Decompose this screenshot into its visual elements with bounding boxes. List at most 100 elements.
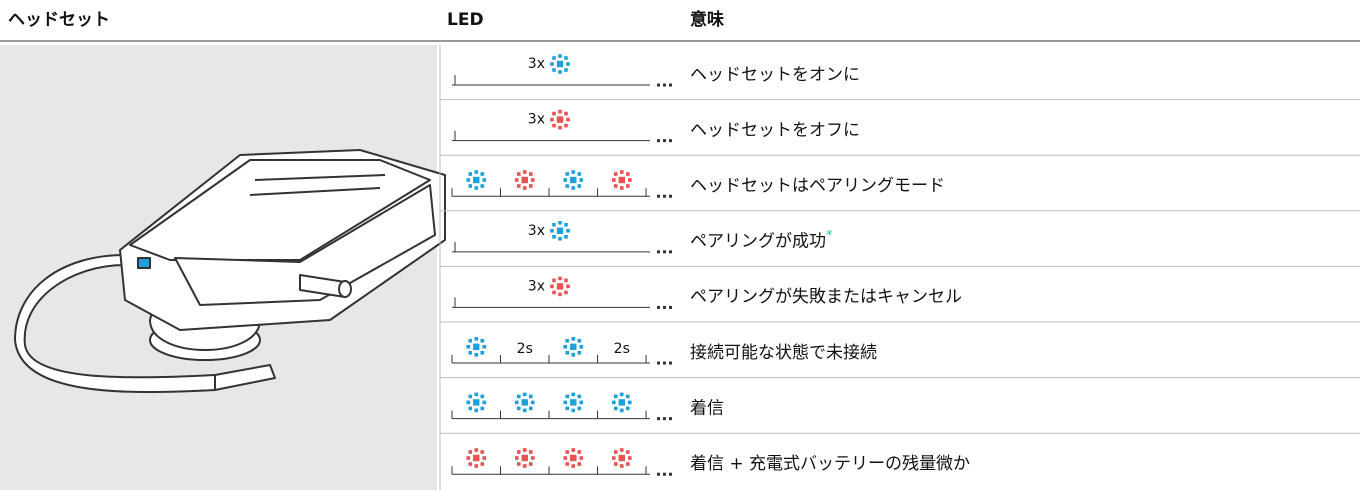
led-ray [566,117,570,122]
led-ray [550,62,554,66]
led-ray [563,178,568,182]
led-ray [530,178,535,182]
led-ray [556,227,564,234]
led-ray [468,450,473,454]
led-ray [625,406,630,411]
led-ray [613,450,618,454]
led-icon [550,109,570,130]
led-icon [466,170,487,190]
led-ray [613,406,618,411]
led-ray [550,117,554,122]
led-ray [482,456,487,460]
led-ray [613,184,618,188]
led-ray [516,462,521,466]
led-ray [570,176,577,184]
led-ray [564,68,568,72]
led-ray [613,172,618,176]
led-ray [522,170,527,174]
led-ray [468,351,473,355]
meaning: 接続可能な状態で未接続 [690,343,877,363]
led-ray [474,170,479,174]
led-ray [522,448,527,452]
led-ray [521,399,528,406]
repeat-label: 3x [528,278,545,294]
meaning-text: 着信 [690,398,724,418]
led-ray [522,186,527,190]
led-ray [619,170,624,174]
led-ray [473,176,480,184]
led-ray [552,235,556,239]
meaning: 着信 + 充電式バッテリーの残量微か [690,454,970,474]
led-icon [514,392,535,413]
led-ray [528,184,533,188]
led-ray [579,178,584,182]
led-ray [627,178,632,182]
led-ray [570,343,577,350]
led-ray [619,448,624,452]
led-ray [565,450,570,454]
ellipsis-dot [657,139,660,143]
ellipsis-dot [657,361,660,365]
led-ray [577,184,582,188]
led-ray [552,68,556,72]
led-ray [579,456,584,460]
led-ray [564,278,568,283]
led-ray [473,399,480,406]
meaning-text: ペアリングが失敗またはキャンセル [690,287,962,307]
led-ray [558,276,562,281]
led-ray [577,450,582,454]
meaning: ペアリングが失敗またはキャンセル [690,287,962,307]
ellipsis-dot [663,472,666,476]
led-ray [482,178,487,182]
led-icon [550,221,570,241]
meaning-text: ペアリングが成功 [690,232,826,252]
led-ray [474,337,479,341]
led-ray [565,394,570,399]
led-ray [552,223,556,227]
led-icon [550,54,570,74]
led-ray [468,394,473,399]
led-ray [571,337,576,341]
repeat-label: 3x [528,112,545,128]
led-ray [558,125,562,130]
ellipsis-dot [663,139,666,143]
led-icon [466,392,487,413]
led-ray [468,406,473,411]
led-ray [474,186,479,190]
led-ray [466,456,471,460]
led-ray [571,353,576,357]
led-ray [564,111,568,116]
led-icon [466,448,487,468]
led-icon [611,170,632,190]
led-ray [473,454,480,462]
led-ray [619,392,624,397]
led-ray [521,454,528,462]
led-ray [558,70,562,74]
led-icon [611,392,632,413]
led-ray [468,339,473,343]
led-ray [552,278,556,283]
led-ray [522,392,527,397]
led-ray [550,229,554,233]
led-ray [528,450,533,454]
led-ray [552,111,556,116]
led-ray [627,400,632,405]
led-ray [566,284,570,289]
led-icon [563,392,584,413]
led-ray [550,284,554,289]
led-ray [480,462,485,466]
led-ray [565,184,570,188]
meaning: ペアリングが成功* [690,228,833,252]
led-ray [480,184,485,188]
led-ray [474,448,479,452]
led-ray [482,345,487,349]
led-ray [466,400,471,405]
ellipsis-dot [663,250,666,254]
led-ray [473,343,480,350]
led-ray [571,408,576,413]
led-icon [563,170,584,190]
ellipsis-dot [669,305,672,309]
led-ray [619,464,624,468]
ellipsis-dot [657,305,660,309]
led-ray [482,400,487,405]
